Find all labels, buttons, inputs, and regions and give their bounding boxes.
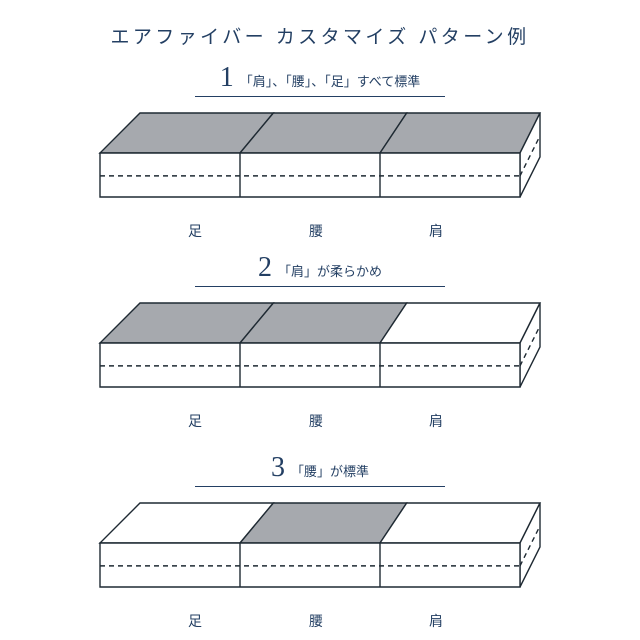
pattern-underline — [195, 96, 445, 97]
mattress-diagram — [80, 295, 560, 405]
segment-label: 足 — [175, 411, 215, 431]
pattern-caption: 「肩」が柔らかめ — [278, 261, 382, 280]
pattern-caption: 「腰」が標準 — [291, 461, 369, 480]
page-title: エアファイバー カスタマイズ パターン例 — [0, 22, 640, 49]
segment-labels: 足腰肩 — [0, 405, 640, 425]
pattern-number: 3 — [271, 452, 285, 484]
segment-label: 肩 — [416, 411, 456, 431]
pattern-number: 2 — [258, 252, 272, 284]
segment-label: 足 — [175, 221, 215, 241]
pattern-2: 2 「肩」が柔らかめ足腰肩 — [0, 252, 640, 425]
pattern-header: 2 「肩」が柔らかめ — [0, 252, 640, 287]
segment-label: 腰 — [296, 611, 336, 631]
segment-label: 腰 — [296, 411, 336, 431]
pattern-header: 1 「肩」、「腰」、「足」すべて標準 — [0, 62, 640, 97]
pattern-underline — [195, 486, 445, 487]
segment-label: 足 — [175, 611, 215, 631]
pattern-underline — [195, 286, 445, 287]
mattress-wrap — [0, 105, 640, 215]
pattern-3: 3 「腰」が標準足腰肩 — [0, 452, 640, 625]
mattress-wrap — [0, 495, 640, 605]
pattern-1: 1 「肩」、「腰」、「足」すべて標準足腰肩 — [0, 62, 640, 235]
mattress-wrap — [0, 295, 640, 405]
pattern-header: 3 「腰」が標準 — [0, 452, 640, 487]
pattern-caption: 「肩」、「腰」、「足」すべて標準 — [240, 71, 421, 90]
segment-label: 腰 — [296, 221, 336, 241]
segment-labels: 足腰肩 — [0, 605, 640, 625]
segment-label: 肩 — [416, 611, 456, 631]
page-root: エアファイバー カスタマイズ パターン例 1「肩」、「腰」、「足」すべて標準足腰… — [0, 0, 640, 640]
segment-labels: 足腰肩 — [0, 215, 640, 235]
mattress-diagram — [80, 105, 560, 215]
pattern-number: 1 — [220, 62, 234, 94]
segment-label: 肩 — [416, 221, 456, 241]
mattress-diagram — [80, 495, 560, 605]
